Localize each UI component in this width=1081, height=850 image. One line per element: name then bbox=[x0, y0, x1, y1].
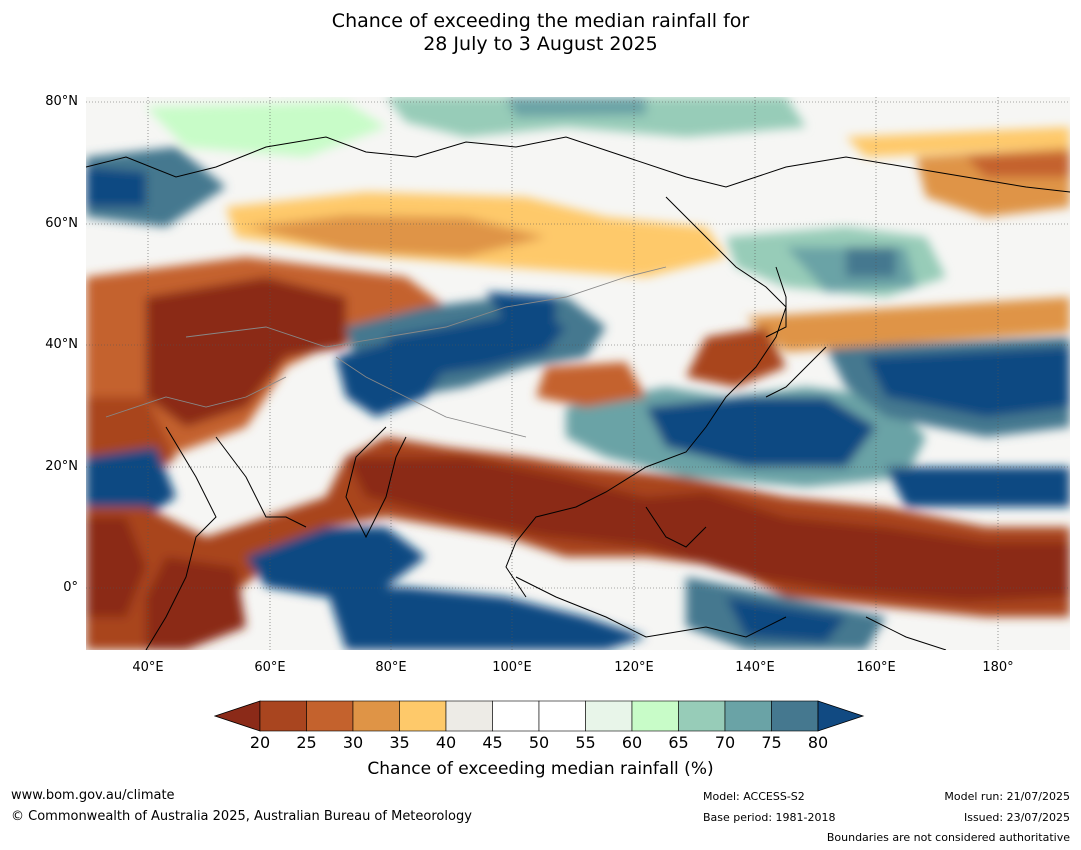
colorbar-swatch bbox=[724, 700, 772, 732]
graticule bbox=[86, 97, 1070, 650]
colorbar-swatch bbox=[771, 700, 819, 732]
colorbar-swatch bbox=[538, 700, 586, 732]
map-canvas bbox=[86, 97, 1070, 650]
lat-label-60n: 60°N bbox=[45, 216, 78, 231]
colorbar-title: Chance of exceeding median rainfall (%) bbox=[367, 759, 714, 779]
colorbar-swatch bbox=[259, 700, 307, 732]
lon-label-80e: 80°E bbox=[375, 660, 407, 675]
issued-text: Issued: 23/07/2025 bbox=[963, 811, 1070, 824]
disclaimer-text: Boundaries are not considered authoritat… bbox=[826, 831, 1070, 844]
colorbar-swatch bbox=[678, 700, 726, 732]
map-title-line-2: 28 July to 3 August 2025 bbox=[423, 33, 658, 55]
model-run-text: Model run: 21/07/2025 bbox=[944, 790, 1070, 803]
colorbar-tick-label: 55 bbox=[575, 733, 596, 752]
colorbar-swatch bbox=[445, 700, 493, 732]
colorbar-tick-label: 45 bbox=[482, 733, 503, 752]
colorbar-tick-label: 65 bbox=[668, 733, 689, 752]
lon-label-40e: 40°E bbox=[132, 660, 164, 675]
colorbar-tick-label: 25 bbox=[296, 733, 317, 752]
coastlines bbox=[86, 136, 1070, 650]
lat-label-20n: 20°N bbox=[45, 459, 78, 474]
colorbar-swatch bbox=[399, 700, 447, 732]
lon-label-60e: 60°E bbox=[254, 660, 286, 675]
colorbar-tick-label: 30 bbox=[342, 733, 364, 752]
colorbar-tick-label: 35 bbox=[389, 733, 410, 752]
colorbar-tick-label: 20 bbox=[249, 733, 271, 752]
lat-label-40n: 40°N bbox=[45, 337, 78, 352]
lat-label-80n: 80°N bbox=[45, 94, 78, 109]
colorbar-tick-label: 60 bbox=[621, 733, 643, 752]
colorbar-swatch bbox=[585, 700, 633, 732]
colorbar-swatch bbox=[352, 700, 400, 732]
model-text: Model: ACCESS-S2 bbox=[703, 790, 805, 803]
website-link[interactable]: www.bom.gov.au/climate bbox=[11, 788, 175, 803]
colorbar-extend-low bbox=[214, 700, 261, 732]
lon-label-180: 180° bbox=[982, 660, 1014, 675]
colorbar-swatch bbox=[492, 700, 540, 732]
country-borders bbox=[105, 266, 667, 438]
colorbar-swatch bbox=[631, 700, 679, 732]
base-period-text: Base period: 1981-2018 bbox=[703, 811, 836, 824]
colorbar-tick-label: 40 bbox=[435, 733, 457, 752]
lon-label-140e: 140°E bbox=[735, 660, 775, 675]
colorbar-extend-high bbox=[817, 700, 865, 732]
colorbar bbox=[214, 700, 865, 732]
rainfall-probability-map bbox=[86, 97, 1070, 650]
lon-label-100e: 100°E bbox=[492, 660, 532, 675]
lon-label-160e: 160°E bbox=[856, 660, 896, 675]
colorbar-swatch bbox=[306, 700, 354, 732]
colorbar-tick-label: 50 bbox=[528, 733, 550, 752]
colorbar-tick-label: 80 bbox=[807, 733, 829, 752]
lon-label-120e: 120°E bbox=[614, 660, 654, 675]
colorbar-tick-label: 75 bbox=[761, 733, 782, 752]
lat-label-0: 0° bbox=[63, 580, 78, 595]
map-title-line-1: Chance of exceeding the median rainfall … bbox=[331, 10, 750, 32]
copyright-text: © Commonwealth of Australia 2025, Austra… bbox=[11, 809, 472, 824]
colorbar-tick-label: 70 bbox=[714, 733, 736, 752]
